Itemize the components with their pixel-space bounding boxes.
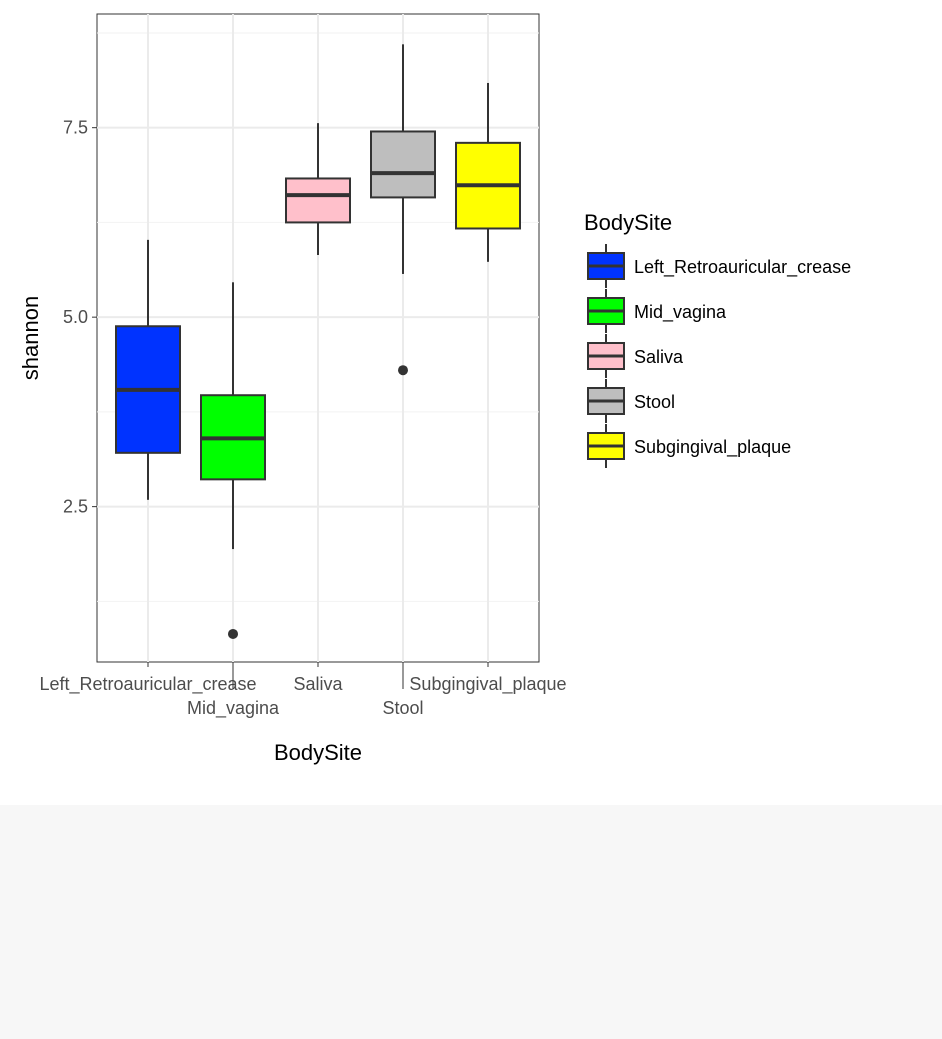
y-tick-label: 7.5 bbox=[63, 118, 88, 138]
legend-label: Stool bbox=[634, 392, 675, 412]
box-iqr bbox=[370, 130, 436, 199]
x-tick-label: Mid_vagina bbox=[187, 698, 280, 719]
x-tick-label: Saliva bbox=[293, 674, 343, 694]
legend-item: Saliva bbox=[587, 334, 684, 378]
x-tick-label: Left_Retroauricular_crease bbox=[39, 674, 256, 695]
box-iqr bbox=[285, 177, 351, 224]
boxplot-chart: 2.5 5.0 7.5 Left_Retroauricular_crease Mid_… bbox=[18, 13, 851, 765]
box-subgingival_plaque bbox=[455, 82, 521, 262]
y-tick-label: 5.0 bbox=[63, 307, 88, 327]
box-saliva bbox=[285, 123, 351, 256]
legend-item: Mid_vagina bbox=[587, 289, 727, 333]
legend-label: Subgingival_plaque bbox=[634, 437, 791, 458]
legend-title: BodySite bbox=[584, 210, 672, 235]
legend-item: Subgingival_plaque bbox=[587, 424, 791, 468]
x-tick-label: Stool bbox=[382, 698, 423, 718]
x-tick-label: Subgingival_plaque bbox=[409, 674, 566, 695]
y-tick-label: 2.5 bbox=[63, 497, 88, 517]
legend-label: Left_Retroauricular_crease bbox=[634, 257, 851, 278]
footer-area bbox=[0, 805, 942, 1039]
legend-label: Mid_vagina bbox=[634, 302, 727, 323]
y-axis-title: shannon bbox=[18, 296, 43, 380]
legend-label: Saliva bbox=[634, 347, 684, 367]
legend-item: Stool bbox=[587, 379, 675, 423]
box-left_retroauricular_crease bbox=[115, 239, 181, 500]
box-stool bbox=[370, 44, 436, 376]
outlier-point bbox=[398, 365, 408, 376]
legend-item: Left_Retroauricular_crease bbox=[587, 244, 851, 288]
box-mid_vagina bbox=[200, 282, 266, 639]
x-axis-title: BodySite bbox=[274, 740, 362, 765]
outlier-point bbox=[228, 628, 238, 639]
